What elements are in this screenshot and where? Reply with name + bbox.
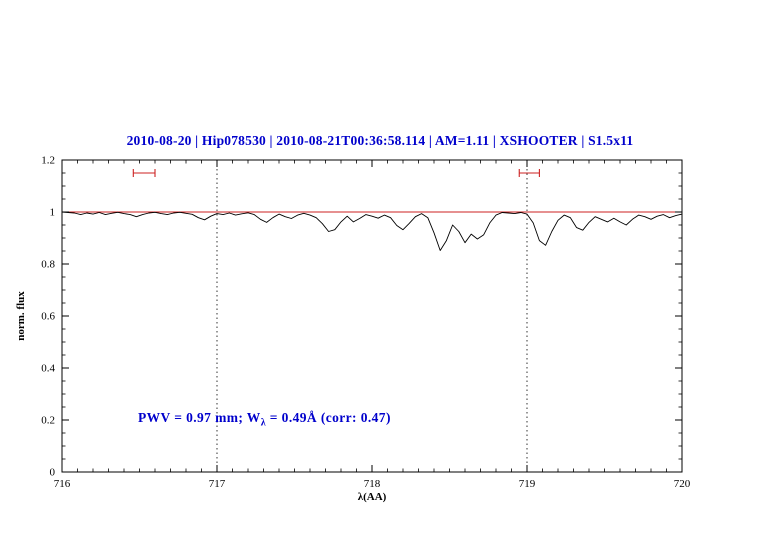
y-tick-label: 0.4 [41,363,55,375]
y-tick-label: 0 [50,467,56,479]
y-tick-label: 0.6 [41,311,55,323]
x-tick-label: 719 [519,478,536,490]
plot-title: 2010-08-20 | Hip078530 | 2010-08-21T00:3… [126,133,634,148]
y-axis-label: norm. flux [15,291,27,341]
y-tick-label: 1 [50,207,56,219]
pwv-annotation-part1: PWV = 0.97 mm; W [138,410,261,425]
y-tick-label: 1.2 [41,155,55,167]
x-axis-label: λ(AA) [357,491,387,503]
x-tick-label: 716 [54,478,71,490]
x-tick-label: 717 [209,478,226,490]
spectrum-line [61,211,683,251]
y-tick-label: 0.8 [41,259,55,271]
x-tick-label: 718 [364,478,381,490]
pwv-annotation: PWV = 0.97 mm; Wλ = 0.49Å (corr: 0.47) [138,410,391,429]
lambda-subscript: λ [260,417,267,429]
x-tick-label: 720 [674,478,691,490]
y-tick-label: 0.2 [41,415,55,427]
pwv-annotation-part2: = 0.49Å (corr: 0.47) [266,410,391,425]
